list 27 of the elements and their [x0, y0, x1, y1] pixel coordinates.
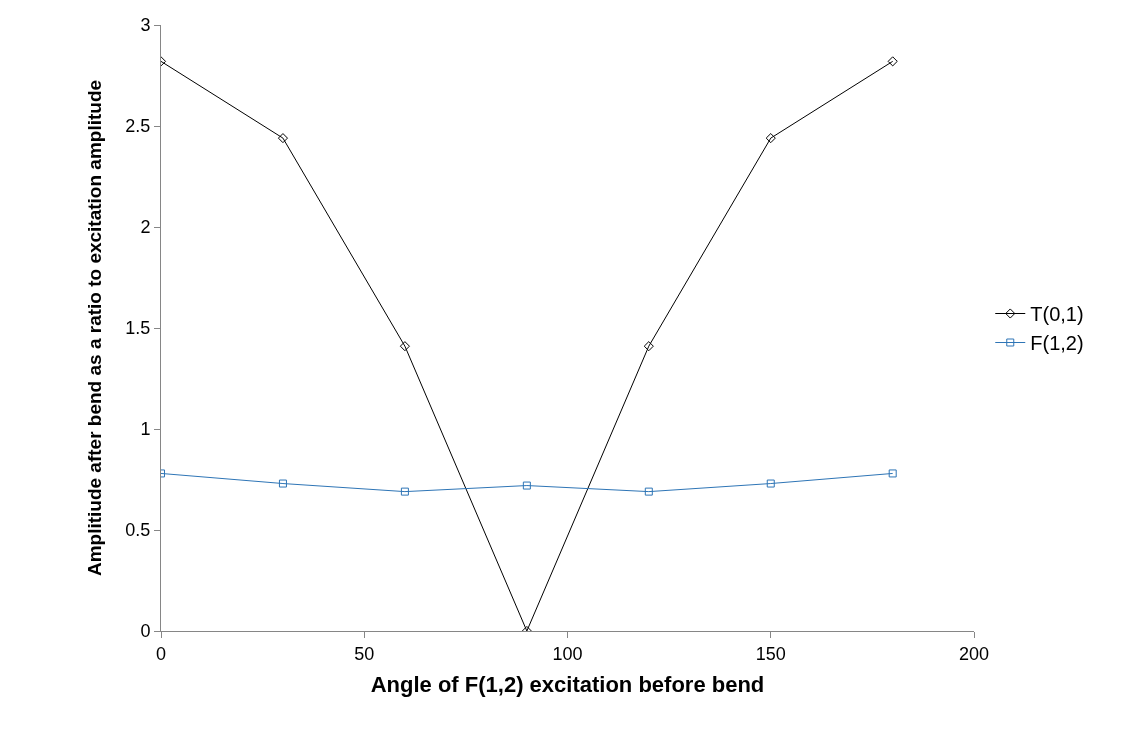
x-tick-label: 100 — [552, 643, 583, 664]
point — [887, 56, 898, 67]
point — [278, 479, 287, 488]
y-axis-title: Amplitiude after bend as a ratio to excitation amplitude — [84, 79, 106, 577]
y-tick-label: 0.5 — [125, 520, 151, 541]
y-tick-label: 2.5 — [125, 116, 151, 137]
x-tick-label: 200 — [958, 643, 990, 664]
point — [765, 133, 776, 144]
x-axis-title: Angle of F(1,2) excitation before bend — [370, 672, 765, 698]
y-tick-label: 3 — [140, 15, 151, 36]
point — [522, 481, 531, 490]
y-tick-label: 1.5 — [125, 318, 151, 339]
y-tick-label: 1 — [140, 419, 151, 440]
legend-label: F(1,2) — [1030, 332, 1084, 355]
y-tick-label: 2 — [140, 217, 151, 238]
point — [277, 133, 288, 144]
x-tick-label: 0 — [155, 643, 167, 664]
point — [400, 487, 409, 496]
point — [766, 479, 775, 488]
x-tick-label: 50 — [354, 643, 375, 664]
point — [644, 487, 653, 496]
x-tick-label: 150 — [755, 643, 786, 664]
legend-label: T(0,1) — [1030, 303, 1084, 326]
y-tick-label: 0 — [140, 621, 151, 642]
point — [399, 341, 410, 352]
point — [888, 469, 897, 478]
point — [643, 341, 654, 352]
